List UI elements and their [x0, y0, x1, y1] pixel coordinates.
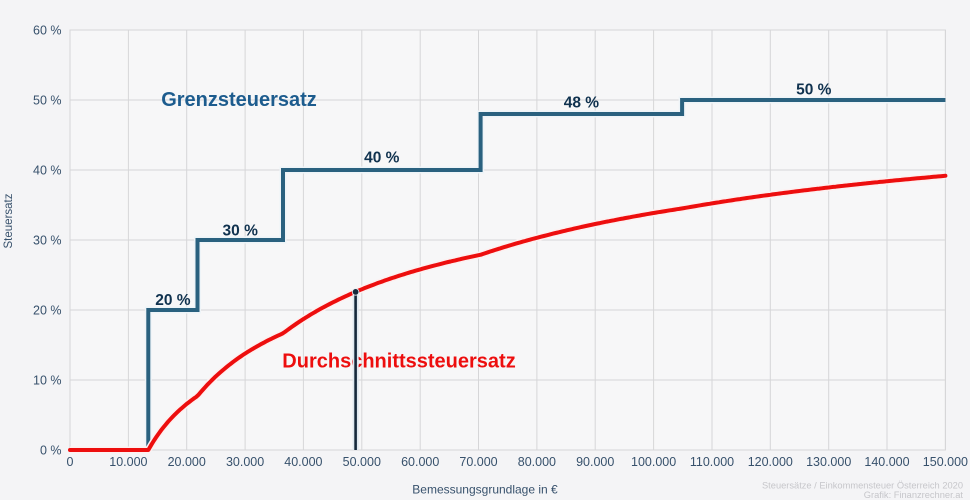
svg-text:Grenzsteuersatz: Grenzsteuersatz	[161, 89, 317, 111]
svg-text:50 %: 50 %	[796, 82, 832, 99]
svg-text:120.000: 120.000	[748, 455, 793, 469]
svg-text:40.000: 40.000	[284, 455, 322, 469]
svg-text:Grafik: Finanzrechner.at: Grafik: Finanzrechner.at	[864, 490, 964, 500]
svg-text:20 %: 20 %	[155, 292, 191, 309]
svg-text:0 %: 0 %	[40, 444, 62, 458]
svg-text:50 %: 50 %	[33, 94, 62, 108]
svg-text:80.000: 80.000	[518, 455, 556, 469]
svg-text:Steuersätze / Einkommensteuer: Steuersätze / Einkommensteuer Österreich…	[762, 480, 963, 490]
svg-text:70.000: 70.000	[459, 455, 497, 469]
svg-text:100.000: 100.000	[631, 455, 676, 469]
svg-text:48 %: 48 %	[564, 95, 600, 112]
svg-text:40 %: 40 %	[33, 164, 62, 178]
svg-text:10.000: 10.000	[109, 455, 147, 469]
svg-text:90.000: 90.000	[576, 455, 614, 469]
svg-text:30 %: 30 %	[223, 223, 259, 240]
svg-text:150.000: 150.000	[923, 455, 968, 469]
svg-text:10 %: 10 %	[33, 374, 62, 388]
svg-text:0: 0	[67, 455, 74, 469]
svg-text:20 %: 20 %	[33, 304, 62, 318]
svg-text:110.000: 110.000	[690, 455, 734, 469]
svg-text:20.000: 20.000	[168, 455, 206, 469]
svg-text:50.000: 50.000	[343, 455, 381, 469]
svg-text:40 %: 40 %	[364, 150, 400, 167]
svg-text:140.000: 140.000	[864, 455, 909, 469]
svg-text:60.000: 60.000	[401, 455, 439, 469]
svg-text:130.000: 130.000	[806, 455, 851, 469]
svg-text:60 %: 60 %	[33, 24, 62, 38]
svg-text:Steuersatz: Steuersatz	[3, 193, 15, 248]
svg-text:30.000: 30.000	[226, 455, 264, 469]
svg-text:30 %: 30 %	[33, 234, 62, 248]
svg-text:Durchschnittssteuersatz: Durchschnittssteuersatz	[282, 351, 515, 373]
svg-text:Bemessungsgrundlage in €: Bemessungsgrundlage in €	[412, 483, 558, 497]
